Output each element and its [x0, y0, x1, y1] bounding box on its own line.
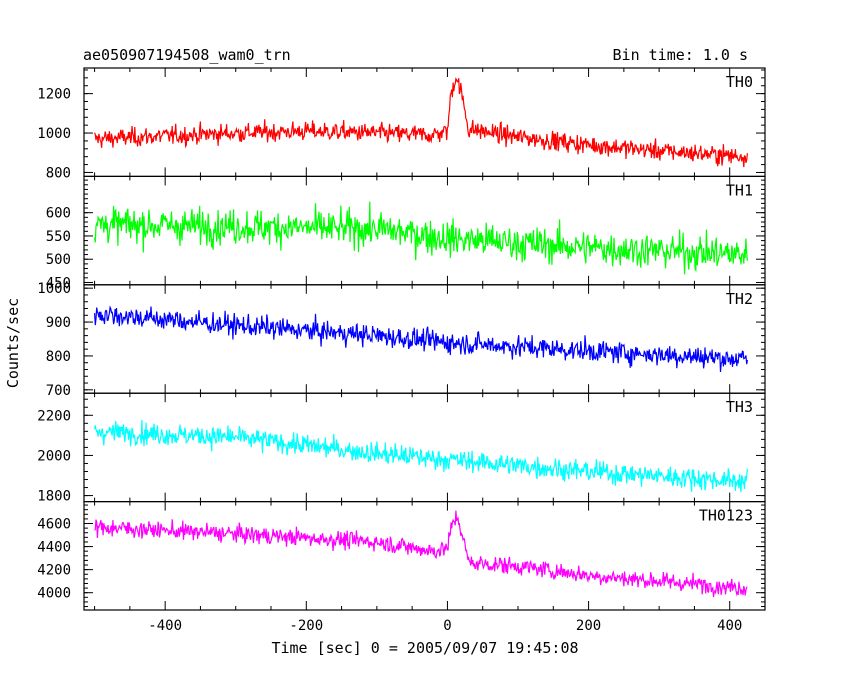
panel-frame: [83, 392, 766, 503]
x-tick-label: 400: [717, 618, 742, 634]
series-line-th1: [94, 201, 748, 275]
panel-name-label: TH0: [726, 73, 753, 91]
x-tick-label: -400: [148, 618, 182, 634]
chart-title: ae050907194508_wam0_trn: [83, 46, 291, 64]
y-tick-label: 1800: [37, 489, 71, 505]
y-tick-label: 450: [46, 275, 71, 291]
y-tick-label: 2000: [37, 448, 71, 464]
panels-group: 800 1000 1200 TH0 450 500 550 600 TH1 700 800 900 10…: [37, 67, 766, 634]
panel-name-label: TH0123: [699, 507, 753, 525]
series-line-th2: [94, 305, 748, 373]
panel-frame: [83, 67, 766, 178]
panel-th1: 450 500 550 600 TH1: [46, 175, 766, 291]
y-tick-label: 500: [46, 252, 71, 268]
series-line-th3: [94, 419, 748, 493]
panel-frame: [83, 501, 766, 611]
y-tick-label: 600: [46, 206, 71, 222]
panel-name-label: TH2: [726, 290, 753, 308]
series-line-th0: [94, 77, 748, 168]
x-tick-label: 200: [576, 618, 601, 634]
x-axis-label: Time [sec] 0 = 2005/09/07 19:45:08: [271, 639, 578, 657]
y-tick-label: 1000: [37, 126, 71, 142]
panel-name-label: TH3: [726, 398, 753, 416]
y-tick-label: 700: [46, 383, 71, 399]
bin-time-label: Bin time: 1.0 s: [613, 46, 748, 64]
y-tick-label: 1000: [37, 281, 71, 297]
y-tick-label: 550: [46, 229, 71, 245]
panel-th2: 700 800 900 1000 TH2: [37, 281, 766, 399]
y-axis-label: Counts/sec: [4, 298, 22, 388]
y-tick-label: 900: [46, 315, 71, 331]
y-tick-label: 4000: [37, 586, 71, 602]
series-line-th0123: [94, 510, 748, 598]
x-tick-label: -200: [289, 618, 323, 634]
panel-frame: [83, 284, 766, 394]
x-tick-label: 0: [443, 618, 451, 634]
y-tick-label: 4200: [37, 563, 71, 579]
panel-th3: 1800 2000 2200 TH3: [37, 392, 766, 505]
y-tick-label: 1200: [37, 87, 71, 103]
y-tick-label: 4600: [37, 517, 71, 533]
y-tick-label: 800: [46, 349, 71, 365]
y-tick-label: 4400: [37, 540, 71, 556]
y-tick-label: 2200: [37, 408, 71, 424]
panel-th0123: 4000 4200 4400 4600 TH0123: [37, 501, 766, 611]
panel-th0: 800 1000 1200 TH0: [37, 67, 766, 181]
y-tick-label: 800: [46, 165, 71, 181]
panel-name-label: TH1: [726, 181, 753, 199]
